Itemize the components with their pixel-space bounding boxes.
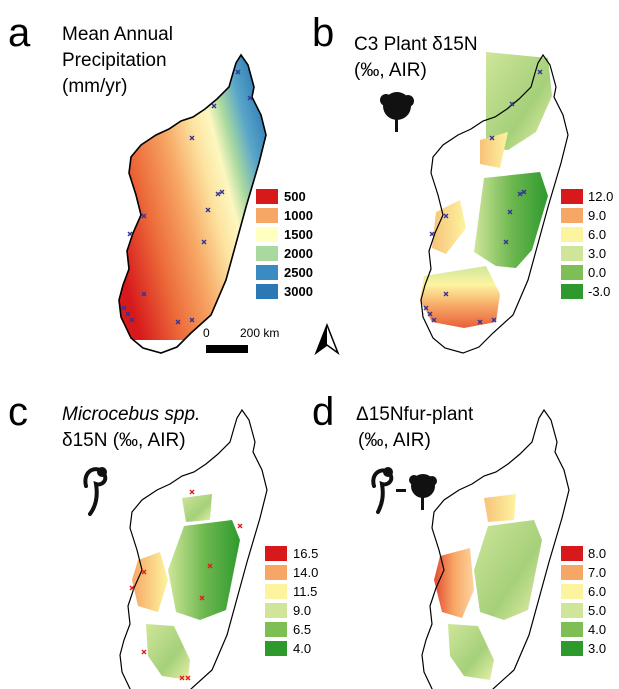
panel-b-title-line-2: (‰, AIR) xyxy=(354,60,427,81)
legend-label-b-4: 3.0 xyxy=(588,246,606,261)
legend-swatch-c-6 xyxy=(265,641,287,656)
scale-bar-end-label: 200 km xyxy=(240,326,279,340)
legend-swatch-a-5 xyxy=(256,265,278,280)
legend-label-d-2: 7.0 xyxy=(588,565,606,580)
legend-label-d-3: 6.0 xyxy=(588,584,606,599)
legend-label-a-6: 3000 xyxy=(284,284,313,299)
legend-swatch-a-2 xyxy=(256,208,278,223)
legend-swatch-c-5 xyxy=(265,622,287,637)
microcebus-map xyxy=(119,409,268,689)
legend-swatch-d-3 xyxy=(561,584,583,599)
fur-plant-map xyxy=(421,409,570,689)
legend-label-b-1: 12.0 xyxy=(588,189,613,204)
legend-swatch-d-6 xyxy=(561,641,583,656)
panel-a-letter: a xyxy=(8,11,31,55)
site-markers-a xyxy=(121,69,253,325)
legend-swatch-a-6 xyxy=(256,284,278,299)
panel-a-title-line-1: Mean Annual xyxy=(62,24,173,45)
legend-swatch-c-1 xyxy=(265,546,287,561)
scale-bar: 0 200 km xyxy=(203,326,279,353)
lemur-minus-tree-icon xyxy=(371,467,437,514)
panel-a: a Mean Annual Precipitation (mm/yr) xyxy=(8,11,340,356)
legend-label-c-3: 11.5 xyxy=(293,584,317,599)
panel-d-title-line-1: Δ15Nfur-plant xyxy=(356,404,474,425)
legend-swatch-a-3 xyxy=(256,227,278,242)
c3-plant-legend: 12.0 9.0 6.0 3.0 0.0 -3.0 xyxy=(561,189,613,299)
panel-c-title-line-2: δ15N (‰, AIR) xyxy=(62,430,186,451)
panel-c-letter: c xyxy=(8,390,28,434)
c3-plant-map xyxy=(420,52,569,354)
site-markers-c xyxy=(129,489,243,681)
legend-label-b-2: 9.0 xyxy=(588,208,606,223)
north-arrow-icon xyxy=(314,322,340,356)
panel-d-title-line-2: (‰, AIR) xyxy=(358,430,431,451)
legend-label-a-4: 2000 xyxy=(284,246,313,261)
legend-label-b-5: 0.0 xyxy=(588,265,606,280)
panel-b-letter: b xyxy=(312,11,334,55)
legend-label-c-1: 16.5 xyxy=(293,546,318,561)
legend-label-d-4: 5.0 xyxy=(588,603,606,618)
legend-swatch-b-1 xyxy=(561,189,583,204)
panel-b: b C3 Plant δ15N (‰, AIR) xyxy=(312,11,613,354)
panel-a-title-line-2: Precipitation xyxy=(62,50,167,71)
microcebus-legend: 16.5 14.0 11.5 9.0 6.5 4.0 xyxy=(265,546,318,656)
legend-swatch-d-4 xyxy=(561,603,583,618)
legend-swatch-d-1 xyxy=(561,546,583,561)
legend-label-c-4: 9.0 xyxy=(293,603,311,618)
panel-c: c Microcebus spp. δ15N (‰, AIR) xyxy=(8,390,318,689)
scale-bar-start-label: 0 xyxy=(203,326,210,340)
legend-swatch-d-5 xyxy=(561,622,583,637)
tree-icon xyxy=(380,92,414,132)
legend-swatch-a-4 xyxy=(256,246,278,261)
legend-swatch-a-1 xyxy=(256,189,278,204)
legend-label-d-1: 8.0 xyxy=(588,546,606,561)
legend-swatch-b-3 xyxy=(561,227,583,242)
legend-swatch-b-4 xyxy=(561,246,583,261)
panel-d: d Δ15Nfur-plant (‰, AIR) 8.0 xyxy=(312,390,606,689)
panel-d-letter: d xyxy=(312,390,334,434)
legend-swatch-b-6 xyxy=(561,284,583,299)
legend-swatch-b-2 xyxy=(561,208,583,223)
legend-swatch-c-3 xyxy=(265,584,287,599)
legend-swatch-c-2 xyxy=(265,565,287,580)
fur-plant-legend: 8.0 7.0 6.0 5.0 4.0 3.0 xyxy=(561,546,606,656)
legend-label-c-2: 14.0 xyxy=(293,565,318,580)
legend-label-a-3: 1500 xyxy=(284,227,313,242)
panel-b-title-line-1: C3 Plant δ15N xyxy=(354,34,478,55)
precipitation-legend: 500 1000 1500 2000 2500 3000 xyxy=(256,189,313,299)
legend-label-d-5: 4.0 xyxy=(588,622,606,637)
legend-label-b-3: 6.0 xyxy=(588,227,606,242)
panel-a-title-line-3: (mm/yr) xyxy=(62,76,127,97)
site-markers-b xyxy=(423,69,543,325)
legend-label-c-6: 4.0 xyxy=(293,641,311,656)
precipitation-map xyxy=(118,54,267,354)
legend-label-b-6: -3.0 xyxy=(588,284,610,299)
legend-swatch-b-5 xyxy=(561,265,583,280)
legend-swatch-c-4 xyxy=(265,603,287,618)
panel-c-title-line-1: Microcebus spp. xyxy=(62,404,200,425)
mouse-lemur-icon xyxy=(83,467,108,516)
legend-swatch-d-2 xyxy=(561,565,583,580)
legend-label-d-6: 3.0 xyxy=(588,641,606,656)
legend-label-a-2: 1000 xyxy=(284,208,313,223)
legend-label-a-5: 2500 xyxy=(284,265,313,280)
legend-label-c-5: 6.5 xyxy=(293,622,311,637)
legend-label-a-1: 500 xyxy=(284,189,306,204)
